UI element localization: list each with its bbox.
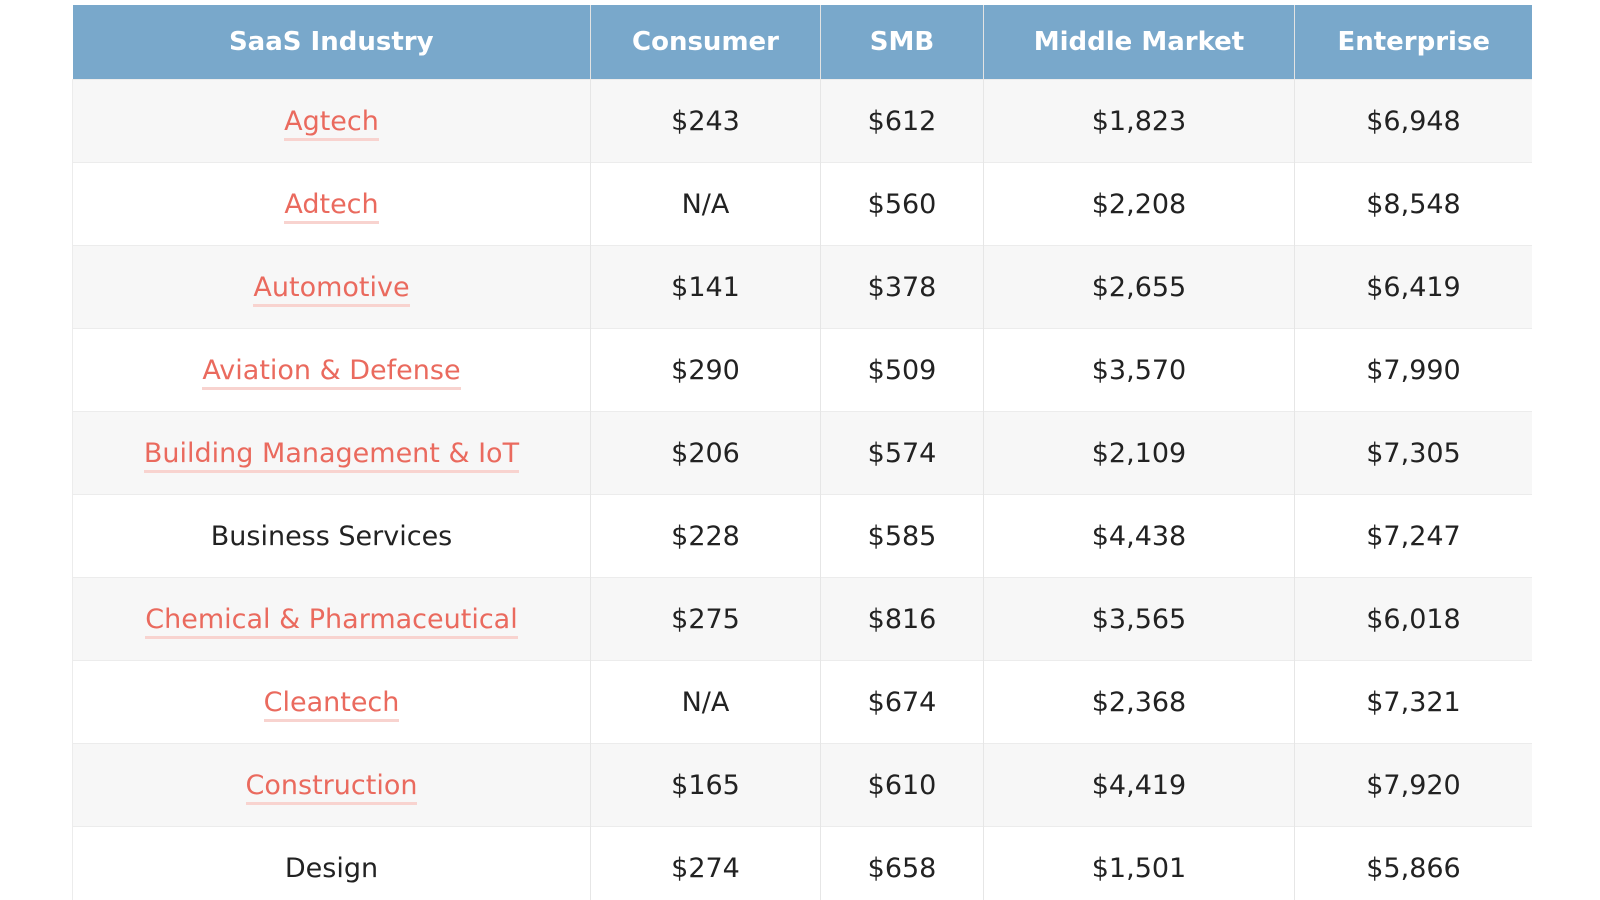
value-cell: $585: [820, 494, 984, 578]
value-cell: $7,321: [1294, 660, 1532, 744]
value-cell: $5,866: [1294, 826, 1532, 900]
value-cell: $2,208: [983, 162, 1295, 246]
industry-cell: Cleantech: [72, 660, 591, 744]
header-cell: SMB: [820, 5, 984, 80]
value-cell: $378: [820, 245, 984, 329]
header-cell: Middle Market: [983, 5, 1295, 80]
value-cell: $560: [820, 162, 984, 246]
value-cell: N/A: [590, 162, 821, 246]
value-cell: $206: [590, 411, 821, 495]
header-row: SaaS Industry Consumer SMB Middle Market Ent…: [72, 5, 1532, 80]
table: SaaS Industry Consumer SMB Middle Market Ent…: [72, 5, 1532, 900]
header-cell: Consumer: [590, 5, 821, 80]
industry-link[interactable]: Chemical & Pharmaceutical: [145, 603, 518, 639]
value-cell: N/A: [590, 660, 821, 744]
table-row: Chemical & Pharmaceutical $275 $816 $3,565 $…: [72, 577, 1532, 661]
value-cell: $7,247: [1294, 494, 1532, 578]
value-cell: $6,018: [1294, 577, 1532, 661]
value-cell: $1,501: [983, 826, 1295, 900]
table-body: Agtech $243 $612 $1,823 $6,948 Adtech N/A $560 $…: [72, 79, 1532, 900]
industry-cell: Automotive: [72, 245, 591, 329]
industry-cell: Business Services: [72, 494, 591, 578]
industry-cell: Construction: [72, 743, 591, 827]
value-cell: $674: [820, 660, 984, 744]
industry-link[interactable]: Adtech: [284, 188, 379, 224]
value-cell: $3,570: [983, 328, 1295, 412]
value-cell: $6,948: [1294, 79, 1532, 163]
industry-link[interactable]: Agtech: [284, 105, 379, 141]
table-row: Building Management & IoT $206 $574 $2,109 $…: [72, 411, 1532, 495]
value-cell: $7,305: [1294, 411, 1532, 495]
industry-cell: Chemical & Pharmaceutical: [72, 577, 591, 661]
table-row: Business Services $228 $585 $4,438 $7,247: [72, 494, 1532, 578]
industry-link[interactable]: Automotive: [253, 271, 410, 307]
value-cell: $275: [590, 577, 821, 661]
value-cell: $2,368: [983, 660, 1295, 744]
table-row: Adtech N/A $560 $2,208 $8,548: [72, 162, 1532, 246]
value-cell: $4,438: [983, 494, 1295, 578]
value-cell: $8,548: [1294, 162, 1532, 246]
table-row: Agtech $243 $612 $1,823 $6,948: [72, 79, 1532, 163]
industry-cell: Design: [72, 826, 591, 900]
header-cell: Enterprise: [1294, 5, 1532, 80]
industry-link[interactable]: Aviation & Defense: [202, 354, 461, 390]
value-cell: $274: [590, 826, 821, 900]
industry-cell: Agtech: [72, 79, 591, 163]
value-cell: $509: [820, 328, 984, 412]
value-cell: $2,109: [983, 411, 1295, 495]
value-cell: $4,419: [983, 743, 1295, 827]
industry-cell: Building Management & IoT: [72, 411, 591, 495]
table-row: Design $274 $658 $1,501 $5,866: [72, 826, 1532, 900]
value-cell: $6,419: [1294, 245, 1532, 329]
value-cell: $1,823: [983, 79, 1295, 163]
industry-link[interactable]: Building Management & IoT: [143, 437, 520, 473]
value-cell: $290: [590, 328, 821, 412]
table-row: Construction $165 $610 $4,419 $7,920: [72, 743, 1532, 827]
value-cell: $165: [590, 743, 821, 827]
industry-link[interactable]: Construction: [245, 769, 418, 805]
table-row: Automotive $141 $378 $2,655 $6,419: [72, 245, 1532, 329]
value-cell: $243: [590, 79, 821, 163]
value-cell: $658: [820, 826, 984, 900]
value-cell: $2,655: [983, 245, 1295, 329]
value-cell: $228: [590, 494, 821, 578]
value-cell: $610: [820, 743, 984, 827]
value-cell: $141: [590, 245, 821, 329]
industry-cell: Adtech: [72, 162, 591, 246]
value-cell: $7,920: [1294, 743, 1532, 827]
table-container: SaaS Industry Consumer SMB Middle Market Ent…: [72, 5, 1532, 900]
value-cell: $816: [820, 577, 984, 661]
value-cell: $612: [820, 79, 984, 163]
industry-cell: Aviation & Defense: [72, 328, 591, 412]
value-cell: $3,565: [983, 577, 1295, 661]
table-row: Aviation & Defense $290 $509 $3,570 $7,990: [72, 328, 1532, 412]
header-cell: SaaS Industry: [72, 5, 591, 80]
value-cell: $574: [820, 411, 984, 495]
industry-link[interactable]: Cleantech: [263, 686, 400, 722]
table-row: Cleantech N/A $674 $2,368 $7,321: [72, 660, 1532, 744]
value-cell: $7,990: [1294, 328, 1532, 412]
